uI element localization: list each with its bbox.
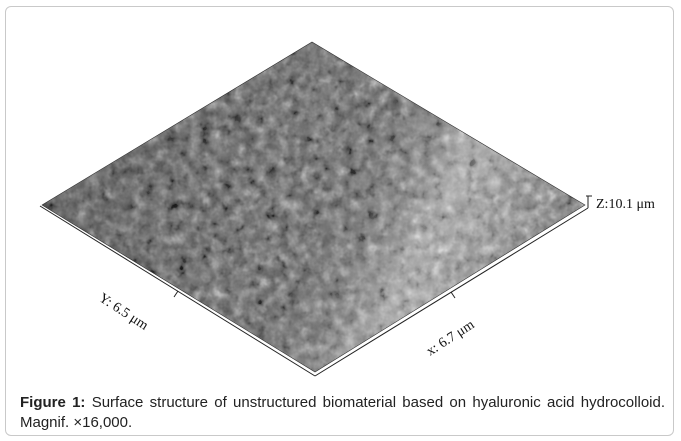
y-axis-tick: [173, 290, 179, 298]
y-axis-label: Y: 6.5 μm: [96, 291, 151, 334]
surface-outline: [41, 41, 586, 373]
caption-text: Surface structure of unstructured biomat…: [20, 394, 665, 431]
figure-caption: Figure 1: Surface structure of unstructu…: [20, 393, 665, 433]
x-axis-tick: [450, 291, 456, 299]
caption-label: Figure 1:: [20, 394, 86, 411]
plot-axes: [39, 195, 592, 377]
x-axis-label: x: 6.7 μm: [424, 317, 477, 359]
z-axis-label: Z:10.1 μm: [596, 197, 655, 212]
surface-texture: [42, 42, 585, 372]
